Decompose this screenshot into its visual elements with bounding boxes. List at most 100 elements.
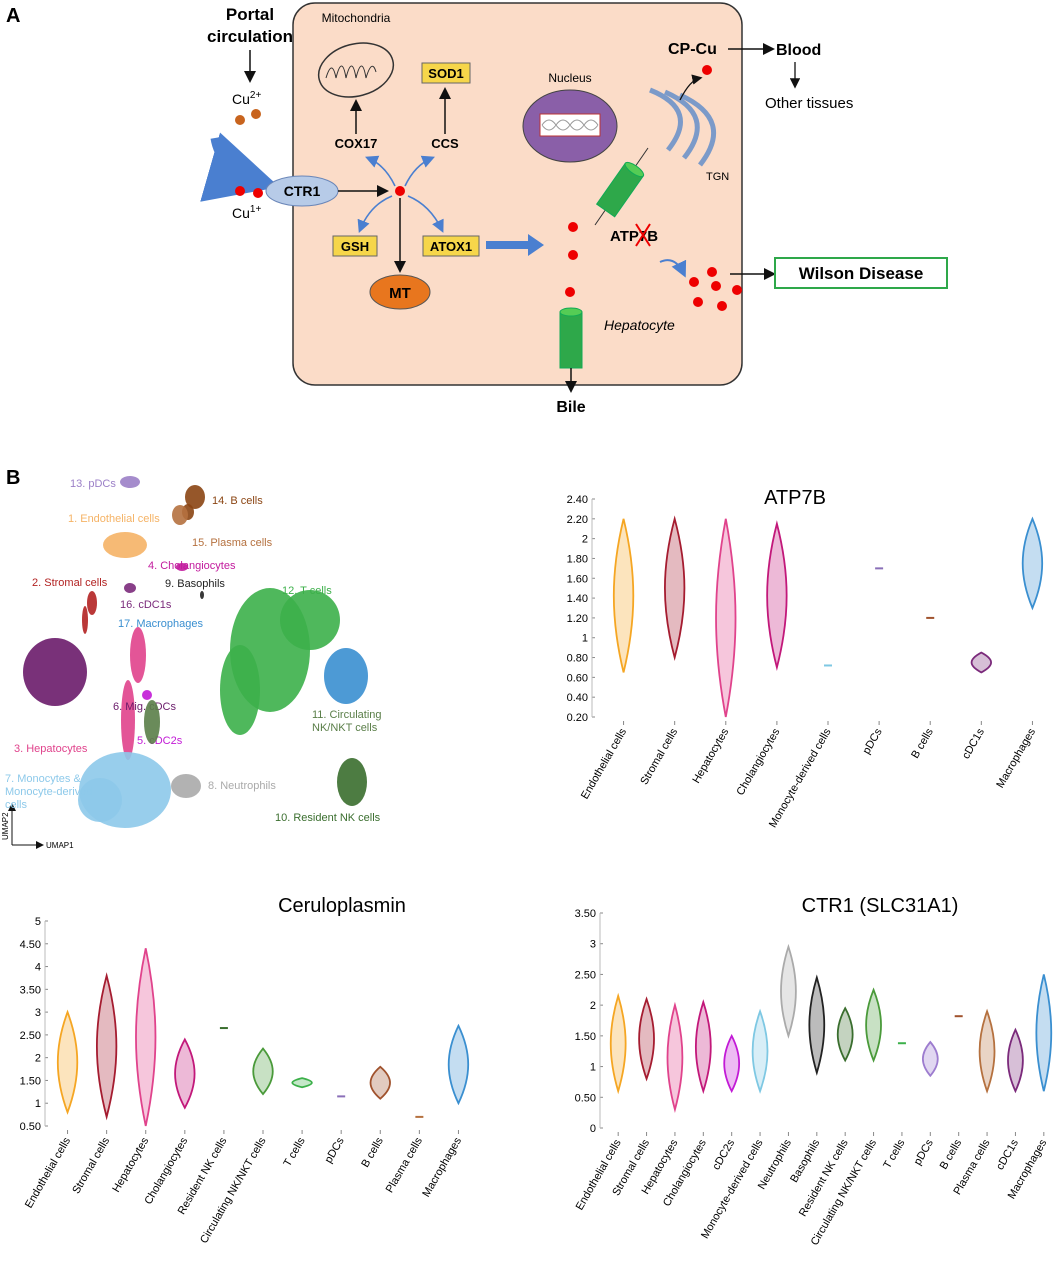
channel-top (559, 307, 583, 317)
violin (612, 518, 635, 673)
x-tick-label: Stromal cells (638, 726, 680, 787)
violin (96, 972, 118, 1121)
x-tick-label: Hepatocytes (110, 1135, 151, 1194)
cluster-label: 16. cDC1s (120, 599, 172, 611)
ccs-label: CCS (431, 136, 459, 151)
cluster (144, 700, 160, 744)
arrow (357, 195, 393, 233)
bile-label: Bile (556, 399, 585, 416)
panel-a: A Portal circulation Cu2+ Cu1+ CTR1 Mito… (6, 2, 948, 416)
y-tick-label: 3 (35, 1007, 41, 1019)
y-tick-label: 1 (582, 633, 588, 645)
atox1-label: ATOX1 (430, 239, 472, 254)
cu-ion (693, 297, 703, 307)
y-tick-label: 1 (590, 1062, 596, 1074)
golgi-stack (649, 87, 683, 152)
transport-arrow (486, 234, 544, 256)
y-tick-label: 2 (590, 1000, 596, 1012)
umap-x-label: UMAP1 (46, 841, 74, 850)
x-tick-label: Hepatocytes (690, 726, 731, 785)
cu-sup: 2+ (250, 90, 262, 101)
channel-top (624, 161, 645, 178)
y-tick-label: 0.50 (575, 1092, 596, 1104)
nucleus-label: Nucleus (548, 71, 591, 85)
violin (921, 1040, 939, 1078)
cu-ion (717, 301, 727, 311)
bile-channel (559, 311, 583, 369)
mito-label: Mitochondria (322, 11, 391, 25)
cu-ion (568, 250, 578, 260)
x-tick-label: Macrophages (420, 1135, 464, 1199)
gsh-box (332, 235, 378, 257)
cluster-label: 5. cDC2s (137, 735, 183, 747)
y-tick-label: 1.40 (567, 593, 588, 605)
cu-base: Cu (232, 205, 250, 221)
wilson-box (774, 257, 948, 289)
y-tick-label: 1.50 (575, 1031, 596, 1043)
y-tick-label: 1.60 (567, 573, 588, 585)
mt (369, 274, 431, 310)
cluster-label: 2. Stromal cells (32, 577, 108, 589)
arrow (365, 155, 396, 187)
x-tick-label: T cells (281, 1135, 307, 1169)
chart-title: Ceruloplasmin (278, 895, 406, 917)
x-tick-label: T cells (881, 1137, 907, 1171)
x-tick-label: Macrophages (994, 726, 1038, 790)
tgn-label: TGN (706, 171, 729, 183)
x-tick-label: Stromal cells (70, 1135, 112, 1196)
x-tick-label: B cells (938, 1137, 965, 1171)
violin (766, 520, 788, 672)
violin (978, 1008, 996, 1094)
diagram-title: Portal (226, 5, 274, 24)
violin (694, 999, 712, 1095)
x-tick-label: Endothelial cells (23, 1135, 73, 1210)
y-tick-label: 2 (582, 534, 588, 546)
cu-ion (702, 65, 712, 75)
cu-ion (711, 281, 721, 291)
umap: UMAP2 UMAP1 13. pDCs 14. B cells 1. Endoth… (1, 476, 382, 850)
cluster-label: 3. Hepatocytes (14, 743, 88, 755)
cluster (120, 476, 140, 488)
y-tick-label: 5 (35, 916, 41, 928)
y-tick-label: 2.50 (20, 1030, 41, 1042)
cluster (103, 532, 147, 558)
violin (1007, 1027, 1024, 1094)
y-tick-label: 1.50 (20, 1075, 41, 1087)
cluster-label: 12. T cells (282, 585, 332, 597)
golgi (649, 87, 717, 167)
x-tick-label: cDC1s (994, 1137, 1021, 1172)
y-tick-label: 3 (590, 939, 596, 951)
wilson-label: Wilson Disease (799, 264, 924, 283)
cu-ion (253, 188, 263, 198)
y-tick-label: 0.40 (567, 692, 588, 704)
cluster (78, 778, 122, 822)
cluster-label: 17. Macrophages (118, 618, 203, 630)
atp7b-label: ATP7B (610, 228, 658, 245)
cluster (337, 758, 367, 806)
cluster-label: 1. Endothelial cells (68, 513, 160, 525)
cluster (130, 627, 146, 683)
cluster (142, 690, 152, 700)
violin (751, 1008, 769, 1094)
cluster (87, 591, 97, 615)
y-tick-label: 0.60 (567, 672, 588, 684)
y-tick-label: 2.50 (575, 969, 596, 981)
y-tick-label: 2 (35, 1053, 41, 1065)
other-label: Other tissues (765, 95, 853, 112)
reduction-arrow (200, 132, 280, 202)
cu2-label: Cu2+ (232, 90, 261, 107)
arrow (659, 259, 687, 278)
cluster (82, 606, 88, 634)
cu-ion (251, 109, 261, 119)
y-tick-label: 3.50 (575, 908, 596, 920)
y-tick-label: 0.50 (20, 1121, 41, 1133)
cluster-label: 4. Cholangiocytes (148, 560, 236, 572)
arrow (404, 155, 435, 187)
x-tick-label: cDC2s (710, 1137, 737, 1172)
sod1-label: SOD1 (428, 66, 463, 81)
mutation-mark (635, 223, 651, 247)
violin (836, 1006, 854, 1063)
violin (715, 518, 737, 718)
arrow (407, 195, 444, 233)
